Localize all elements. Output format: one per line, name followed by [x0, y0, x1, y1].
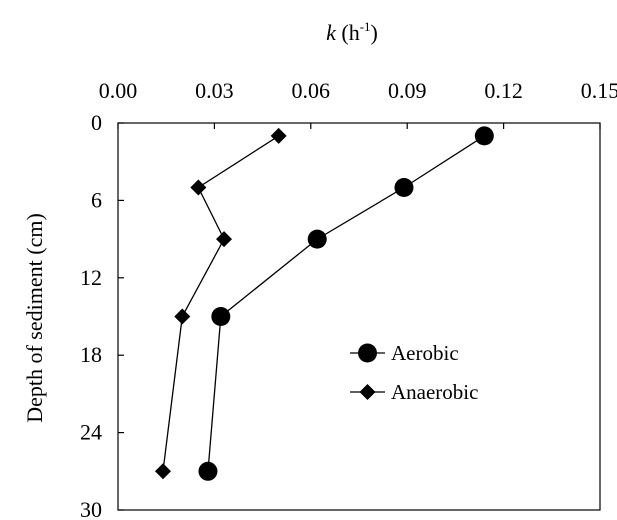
data-point-aerobic [394, 178, 414, 197]
y-tick-label: 0 [91, 110, 102, 135]
series-layer [154, 126, 494, 481]
x-axis-title: k (h-1) [326, 19, 378, 45]
data-point-anaerobic [216, 231, 233, 248]
y-tick-label: 30 [80, 497, 102, 520]
y-tick-label: 24 [80, 420, 102, 445]
data-point-aerobic [198, 461, 218, 481]
series-line-aerobic [207, 135, 485, 472]
data-point-anaerobic [154, 463, 171, 480]
x-tick-label: 0.06 [292, 78, 331, 103]
y-tick-label: 18 [80, 342, 102, 367]
data-point-anaerobic [190, 179, 207, 196]
data-point-anaerobic [270, 127, 287, 144]
x-tick-label: 0.09 [388, 78, 427, 103]
legend-label-anaerobic: Anaerobic [391, 380, 478, 404]
legend: Aerobic Anaerobic [350, 341, 478, 404]
y-tick-label: 12 [80, 265, 102, 290]
x-tick-label: 0.00 [99, 78, 138, 103]
legend-marker-aerobic [358, 343, 377, 363]
plot-frame [117, 122, 601, 511]
y-axis-title: Depth of sediment (cm) [22, 213, 47, 423]
x-tick-label: 0.12 [484, 78, 523, 103]
data-point-aerobic [307, 229, 327, 249]
legend-item-anaerobic: Anaerobic [350, 380, 478, 404]
series-aerobic [198, 126, 494, 481]
data-point-anaerobic [174, 308, 191, 325]
x-tick-label: 0.03 [195, 78, 234, 103]
axes: 0.00 0.03 0.06 0.09 0.12 0.15 0 6 12 18 24 30 [80, 78, 617, 520]
series-line-anaerobic [162, 135, 280, 472]
legend-marker-anaerobic [359, 384, 376, 400]
data-point-aerobic [211, 307, 231, 326]
y-tick-label: 6 [91, 187, 102, 212]
data-point-aerobic [474, 126, 494, 146]
legend-item-aerobic: Aerobic [350, 341, 459, 365]
legend-label-aerobic: Aerobic [391, 341, 459, 365]
series-anaerobic [154, 127, 287, 480]
x-tick-label: 0.15 [581, 78, 617, 103]
